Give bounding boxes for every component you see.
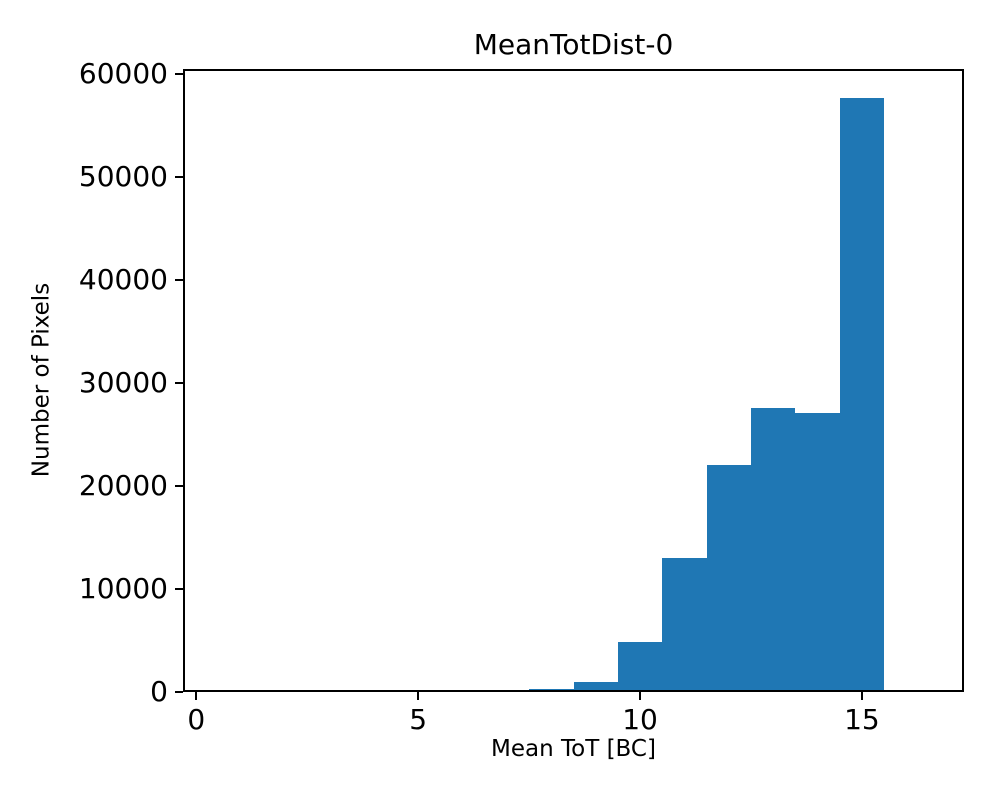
x-tick-label: 15	[844, 703, 880, 736]
y-tick-label: 30000	[78, 365, 168, 399]
histogram-bar	[706, 465, 751, 692]
y-tick-mark	[175, 72, 183, 75]
histogram-bar	[751, 407, 796, 692]
histogram-bar	[617, 641, 663, 692]
y-tick-mark	[175, 175, 183, 178]
y-tick-mark	[175, 587, 183, 590]
x-tick-label: 0	[187, 703, 206, 736]
x-tick-mark	[639, 692, 642, 700]
x-tick-mark	[195, 692, 198, 700]
x-tick-mark	[417, 692, 420, 700]
y-tick-label: 50000	[78, 159, 168, 193]
plot-area	[183, 69, 964, 692]
y-tick-label: 40000	[78, 262, 168, 296]
y-tick-mark	[175, 691, 183, 693]
histogram-bar	[795, 413, 840, 692]
histogram-bar	[573, 681, 618, 692]
x-tick-label: 10	[622, 703, 658, 736]
y-tick-label: 20000	[78, 468, 168, 502]
y-tick-label: 10000	[78, 571, 168, 605]
histogram-bar	[662, 558, 707, 692]
y-tick-label: 0	[150, 675, 168, 708]
y-tick-label: 60000	[78, 56, 168, 90]
x-tick-mark	[860, 692, 863, 700]
y-tick-mark	[175, 381, 183, 384]
x-tick-label: 5	[409, 703, 428, 736]
histogram-bar	[839, 97, 885, 692]
y-tick-mark	[175, 278, 183, 281]
chart-title: MeanTotDist-0	[473, 28, 674, 61]
y-tick-mark	[175, 484, 183, 487]
x-axis-label: Mean ToT [BC]	[491, 736, 656, 762]
